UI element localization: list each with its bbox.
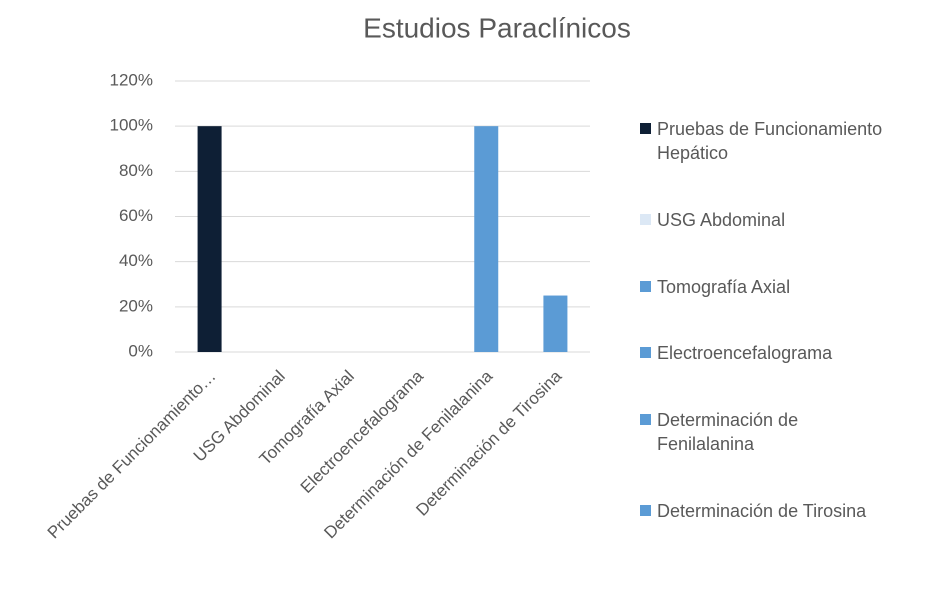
y-tick-label: 120% <box>110 70 153 89</box>
legend-item: Determinación de Fenilalanina <box>640 408 930 456</box>
legend: Pruebas de Funcionamiento Hepático USG Ab… <box>640 96 930 544</box>
legend-label: Pruebas de Funcionamiento Hepático <box>657 119 883 164</box>
y-tick-label: 0% <box>128 341 153 360</box>
x-tick-label: Determinación de Tirosina <box>412 366 565 519</box>
legend-item: USG Abdominal <box>640 208 930 232</box>
chart-title: Estudios Paraclínicos <box>363 12 631 43</box>
legend-label: Determinación de Tirosina <box>657 500 867 521</box>
y-tick-label: 40% <box>119 251 153 270</box>
y-tick-label: 80% <box>119 161 153 180</box>
y-tick-label: 20% <box>119 296 153 315</box>
legend-item: Electroencefalograma <box>640 341 930 365</box>
legend-item: Determinación de Tirosina <box>640 499 930 523</box>
legend-item: Pruebas de Funcionamiento Hepático <box>640 117 930 165</box>
legend-swatch <box>640 504 651 516</box>
legend-swatch <box>640 123 651 135</box>
legend-label: Electroencefalograma <box>657 343 833 364</box>
y-tick-label: 60% <box>119 206 153 225</box>
legend-label: USG Abdominal <box>657 209 786 230</box>
legend-swatch <box>640 213 651 225</box>
x-tick-label: Electroencefalograma <box>297 366 428 497</box>
legend-swatch <box>640 347 651 359</box>
legend-item: Tomografía Axial <box>640 275 930 299</box>
bar <box>543 295 568 352</box>
bar <box>197 126 222 353</box>
legend-swatch <box>640 413 651 425</box>
bar <box>474 126 499 353</box>
legend-swatch <box>640 280 651 292</box>
y-tick-label: 100% <box>110 116 153 135</box>
legend-label: Determinación de Fenilalanina <box>657 409 799 454</box>
legend-label: Tomografía Axial <box>657 276 791 297</box>
